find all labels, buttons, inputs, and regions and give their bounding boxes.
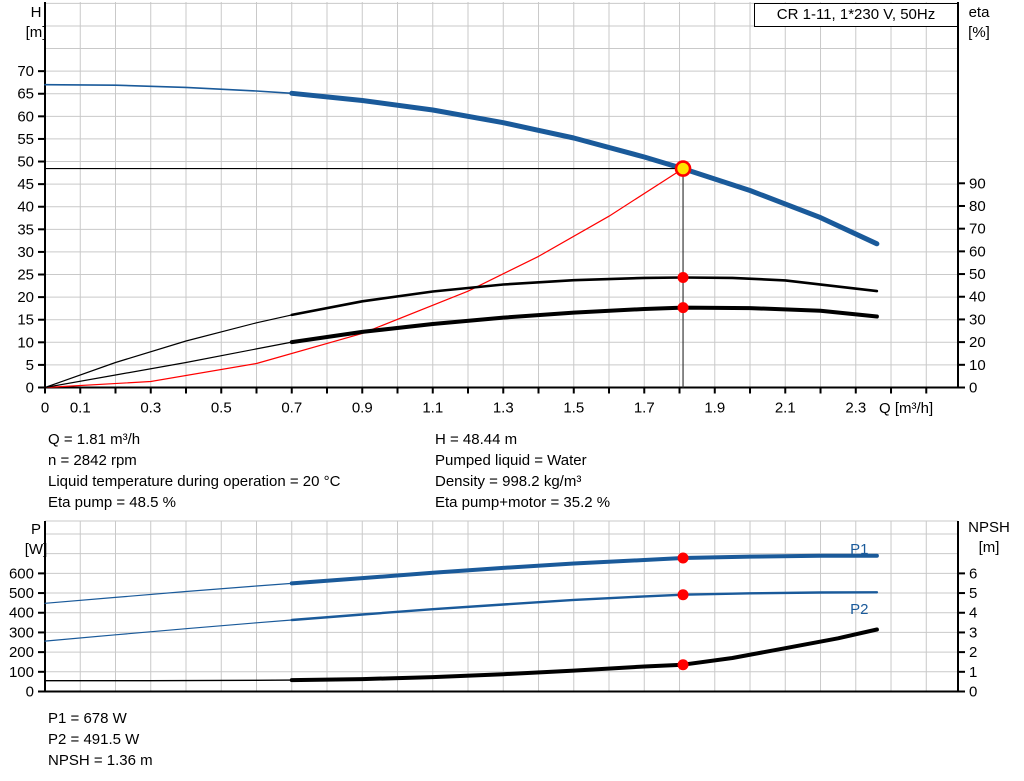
- annotation-head: H = 48.44 m: [435, 431, 518, 448]
- right-tick-label: 90: [969, 175, 986, 192]
- annotation-flow: Q = 1.81 m³/h: [48, 431, 141, 448]
- P2-curve-label: P2: [850, 601, 868, 618]
- right-tick-label: 20: [969, 334, 986, 351]
- x-tick-label: 1.9: [704, 400, 725, 417]
- x-tick-label: 1.7: [634, 400, 655, 417]
- annotation-liquid-temp: Liquid temperature during operation = 20…: [48, 473, 341, 490]
- P2-bold: [290, 591, 879, 622]
- right-tick-label: 40: [969, 289, 986, 306]
- left-tick-label: 20: [17, 289, 34, 306]
- annotation-p2: P2 = 491.5 W: [48, 731, 140, 748]
- P1-curve-label: P1: [850, 541, 868, 558]
- p-axis-name: P: [30, 521, 41, 538]
- left-tick-label: 10: [17, 334, 34, 351]
- duty-point-dot: [677, 589, 689, 601]
- right-tick-label: 30: [969, 311, 986, 328]
- x-tick-label: 2.1: [775, 400, 796, 417]
- x-tick-label: 0.3: [140, 400, 161, 417]
- annotation-eta-pump: Eta pump = 48.5 %: [48, 494, 176, 511]
- right-tick-label: 60: [969, 243, 986, 260]
- x-tick-label: 0: [41, 400, 49, 417]
- operating-point-marker: [674, 160, 692, 177]
- eta-pump-bold: [290, 276, 879, 317]
- left-tick-label: 45: [17, 176, 34, 193]
- left-tick-label: 30: [17, 244, 34, 261]
- x-tick-label: 0.5: [211, 400, 232, 417]
- left-tick-label: 500: [9, 585, 34, 602]
- annotation-pumped-liquid: Pumped liquid = Water: [435, 452, 587, 469]
- NPSH-curve-thin: [44, 679, 293, 682]
- annotation-p1: P1 = 678 W: [48, 710, 127, 727]
- x-tick-label: 2.3: [845, 400, 866, 417]
- left-tick-label: 100: [9, 664, 34, 681]
- right-tick-label: 0: [969, 380, 977, 397]
- duty-point-dot: [677, 659, 689, 671]
- P1-thin: [44, 582, 293, 604]
- left-tick-label: 600: [9, 565, 34, 582]
- left-tick-label: 25: [17, 267, 34, 284]
- right-tick-label: 6: [969, 565, 977, 582]
- x-tick-label: 1.3: [493, 400, 514, 417]
- annotation-speed: n = 2842 rpm: [48, 452, 137, 469]
- annotation-npsh: NPSH = 1.36 m: [48, 752, 153, 769]
- right-tick-label: 80: [969, 198, 986, 215]
- eta-axis-unit: [%]: [968, 24, 990, 41]
- left-tick-label: 60: [17, 108, 34, 125]
- x-tick-label: 1.1: [422, 400, 443, 417]
- right-tick-label: 5: [969, 585, 977, 602]
- head-curve-thin: [44, 83, 293, 95]
- right-tick-label: 1: [969, 664, 977, 681]
- duty-point-dot: [677, 271, 689, 283]
- x-tick-label: 1.5: [563, 400, 584, 417]
- eta-axis-name: eta: [968, 4, 990, 21]
- head-curve-bold: [289, 90, 880, 247]
- right-tick-label: 50: [969, 266, 986, 283]
- system-curve: [44, 168, 684, 389]
- power-npsh-annotations: P1 = 678 W P2 = 491.5 W NPSH = 1.36 m: [48, 708, 153, 771]
- left-tick-label: 400: [9, 605, 34, 622]
- pump-title-box: CR 1-11, 1*230 V, 50Hz: [754, 3, 958, 27]
- left-tick-label: 0: [26, 380, 34, 397]
- operating-point-annotations-right: H = 48.44 m Pumped liquid = Water Densit…: [435, 429, 610, 513]
- right-tick-label: 3: [969, 624, 977, 641]
- annotation-density: Density = 998.2 kg/m³: [435, 473, 582, 490]
- right-tick-label: 70: [969, 221, 986, 238]
- h-axis-name: H: [30, 4, 42, 21]
- x-tick-label: 0.7: [281, 400, 302, 417]
- eta-pump-thin: [44, 314, 293, 389]
- right-tick-label: 4: [969, 605, 977, 622]
- p-axis-unit: [W]: [24, 541, 48, 558]
- duty-point-dot: [677, 552, 689, 564]
- operating-point-annotations-left: Q = 1.81 m³/h n = 2842 rpm Liquid temper…: [48, 429, 340, 513]
- left-tick-label: 0: [26, 684, 34, 701]
- eta-pump-motor-thin: [44, 341, 293, 389]
- left-tick-label: 40: [17, 199, 34, 216]
- h-axis-unit: [m]: [25, 24, 47, 41]
- x-tick-label: 0.9: [352, 400, 373, 417]
- NPSH-curve-bold: [289, 627, 879, 683]
- left-tick-label: 50: [17, 154, 34, 171]
- annotation-eta-pump-motor: Eta pump+motor = 35.2 %: [435, 494, 611, 511]
- left-tick-label: 55: [17, 131, 34, 148]
- P1-bold: [289, 553, 879, 586]
- npsh-axis-unit: [m]: [978, 539, 1000, 556]
- left-tick-label: 300: [9, 624, 34, 641]
- eta-pump-motor-bold: [289, 305, 879, 345]
- right-tick-label: 10: [969, 357, 986, 374]
- right-tick-label: 2: [969, 644, 977, 661]
- left-tick-label: 15: [17, 312, 34, 329]
- duty-point-dot: [677, 302, 689, 314]
- P2-thin: [44, 619, 293, 642]
- left-tick-label: 5: [26, 357, 34, 374]
- left-tick-label: 200: [9, 644, 34, 661]
- x-tick-label: 0.1: [70, 400, 91, 417]
- left-tick-label: 70: [17, 63, 34, 80]
- right-tick-label: 0: [969, 684, 977, 701]
- left-tick-label: 35: [17, 221, 34, 238]
- npsh-axis-name: NPSH: [968, 519, 1010, 536]
- left-tick-label: 65: [17, 86, 34, 103]
- q-axis-label: Q [m³/h]: [879, 400, 934, 417]
